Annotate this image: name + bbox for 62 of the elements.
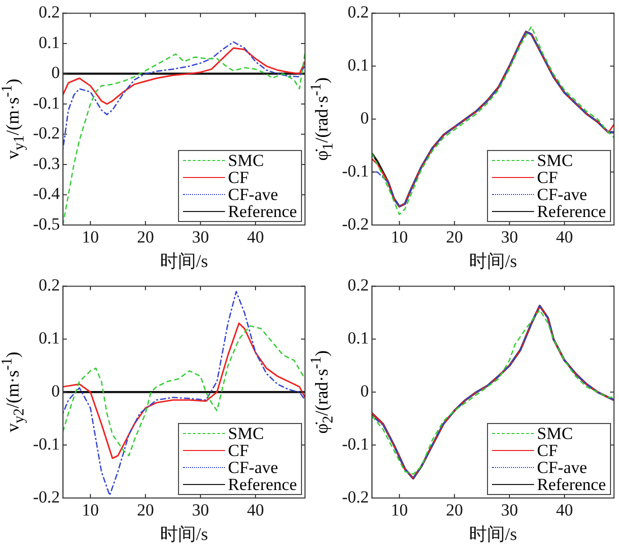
legend-label: Reference: [228, 202, 297, 221]
y-tick-label: 0: [360, 382, 369, 401]
line-series: [62, 52, 305, 225]
legend-label: CF: [537, 168, 558, 187]
x-tick-label: 10: [390, 500, 408, 520]
y-tick-label: -0.3: [32, 154, 60, 173]
y-tick-label: -0.1: [342, 162, 369, 181]
legend-label: CF-ave: [228, 458, 278, 477]
y-tick-label: 0.2: [348, 276, 369, 295]
y-tick-label: -0.1: [32, 93, 60, 112]
x-tick-label: 10: [82, 228, 99, 247]
x-tick-label: 20: [446, 228, 463, 247]
y-tick-label: -0.2: [342, 214, 369, 234]
line-series: [62, 290, 305, 496]
x-tick-label: 20: [136, 500, 154, 520]
legend-label: SMC: [228, 424, 264, 443]
y-tick-label: -0.5: [32, 214, 60, 234]
x-tick-label: 10: [390, 228, 408, 247]
x-axis-title: 时间/s: [160, 250, 208, 271]
x-tick-label: 40: [246, 228, 264, 247]
y-tick-label: 0.1: [38, 328, 60, 348]
line-series: [62, 41, 305, 150]
legend-label: Reference: [537, 202, 606, 221]
legend-label: SMC: [228, 151, 264, 170]
x-tick-label: 30: [192, 500, 209, 520]
y-tick-label: 0.2: [348, 2, 369, 22]
legend-label: CF: [537, 441, 558, 460]
legend-label: CF: [228, 168, 249, 187]
x-tick-label: 30: [500, 500, 518, 520]
y-tick-label: 0.2: [38, 2, 60, 22]
x-axis-title: 时间/s: [468, 524, 517, 544]
y-tick-label: 0.1: [348, 56, 369, 75]
y-tick-label: 0: [51, 63, 60, 82]
x-axis-title: 时间/s: [160, 524, 208, 544]
x-tick-label: 20: [136, 228, 154, 247]
y-tick-label: -0.1: [32, 434, 60, 454]
y-tick-label: 0.2: [38, 276, 60, 295]
legend-label: CF: [228, 441, 249, 460]
x-tick-label: 30: [192, 228, 209, 247]
y-tick-label: -0.2: [32, 124, 60, 143]
y-tick-label: 0: [51, 382, 60, 401]
legend-label: Reference: [537, 475, 606, 494]
x-tick-label: 40: [556, 228, 573, 247]
y-tick-label: 0.1: [348, 328, 369, 348]
x-axis-title: 时间/s: [468, 250, 517, 271]
legend-label: CF-ave: [228, 185, 278, 204]
y-tick-label: -0.2: [32, 487, 60, 506]
x-tick-label: 20: [446, 500, 463, 520]
y-tick-label: -0.1: [342, 434, 369, 454]
legend-label: SMC: [537, 424, 573, 443]
x-tick-label: 30: [500, 228, 518, 247]
x-tick-label: 40: [556, 500, 573, 520]
legend-label: Reference: [228, 475, 297, 494]
y-tick-label: 0: [360, 108, 369, 128]
y-tick-label: -0.2: [342, 487, 369, 506]
x-tick-label: 40: [246, 500, 264, 520]
legend-label: CF-ave: [537, 458, 588, 477]
legend-label: CF-ave: [537, 185, 588, 204]
y-tick-label: -0.4: [32, 184, 60, 204]
y-tick-label: 0.1: [38, 32, 60, 52]
legend-label: SMC: [537, 151, 573, 170]
x-tick-label: 10: [82, 500, 99, 520]
